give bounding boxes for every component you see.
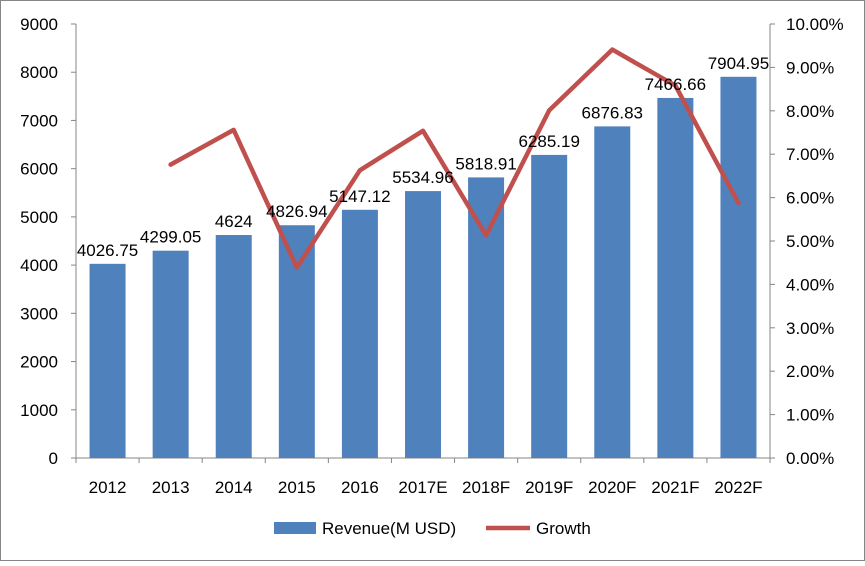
x-tick-label: 2016: [341, 478, 379, 497]
y-right-tick-label: 9.00%: [786, 58, 834, 77]
revenue-data-label: 5147.12: [329, 187, 390, 206]
revenue-data-label: 5818.91: [455, 154, 516, 173]
y-left-tick-label: 2000: [20, 353, 58, 372]
y-right-tick-label: 8.00%: [786, 102, 834, 121]
revenue-data-label: 4299.05: [140, 228, 201, 247]
revenue-data-label: 4826.94: [266, 202, 327, 221]
x-tick-label: 2022F: [714, 478, 762, 497]
y-right-tick-label: 10.00%: [786, 15, 844, 34]
y-left-tick-label: 5000: [20, 208, 58, 227]
revenue-bar: [405, 191, 441, 459]
revenue-bar: [215, 235, 252, 458]
revenue-bar: [720, 76, 757, 458]
y-left-tick-label: 4000: [20, 256, 58, 275]
growth-line: [168, 47, 741, 270]
y-left-tick-label: 1000: [20, 401, 58, 420]
x-tick-label: 2020F: [588, 478, 636, 497]
revenue-bar: [657, 97, 694, 458]
revenue-data-label: 4026.75: [77, 241, 138, 260]
revenue-bar: [594, 126, 631, 458]
revenue-bar: [152, 250, 189, 458]
revenue-data-label: 6285.19: [518, 132, 579, 151]
revenue-bar: [278, 225, 315, 458]
x-tick-label: 2013: [152, 478, 190, 497]
y-right-tick-label: 3.00%: [786, 319, 834, 338]
y-left-tick-label: 9000: [20, 15, 58, 34]
revenue-bar: [89, 263, 126, 458]
x-tick-label: 2018F: [462, 478, 510, 497]
y-left-tick-label: 0: [49, 449, 58, 468]
legend-label-growth: Growth: [536, 519, 591, 538]
revenue-data-label: 6876.83: [582, 103, 643, 122]
x-tick-label: 2015: [278, 478, 316, 497]
y-left-tick-label: 3000: [20, 304, 58, 323]
x-tick-label: 2014: [215, 478, 253, 497]
y-left-tick-label: 8000: [20, 63, 58, 82]
revenue-data-label: 7904.95: [708, 54, 769, 73]
revenue-data-label: 5534.96: [392, 168, 453, 187]
revenue-bar: [468, 177, 505, 458]
revenue-bar: [341, 209, 378, 458]
legend-swatch-revenue: [274, 522, 316, 534]
revenue-bar: [531, 154, 568, 458]
y-right-tick-label: 5.00%: [786, 232, 834, 251]
y-right-tick-label: 6.00%: [786, 189, 834, 208]
x-tick-label: 2021F: [651, 478, 699, 497]
y-right-tick-label: 2.00%: [786, 362, 834, 381]
y-right-tick-label: 7.00%: [786, 145, 834, 164]
legend-label-revenue: Revenue(M USD): [322, 519, 456, 538]
y-left-tick-label: 6000: [20, 160, 58, 179]
x-tick-label: 2012: [89, 478, 127, 497]
y-right-tick-label: 1.00%: [786, 406, 834, 425]
x-tick-label: 2019F: [525, 478, 573, 497]
y-right-tick-label: 4.00%: [786, 275, 834, 294]
x-tick-label: 2017E: [398, 478, 447, 497]
revenue-data-label: 4624: [215, 212, 253, 231]
y-left-tick-label: 7000: [20, 111, 58, 130]
y-right-tick-label: 0.00%: [786, 449, 834, 468]
revenue-data-label: 7466.66: [645, 75, 706, 94]
